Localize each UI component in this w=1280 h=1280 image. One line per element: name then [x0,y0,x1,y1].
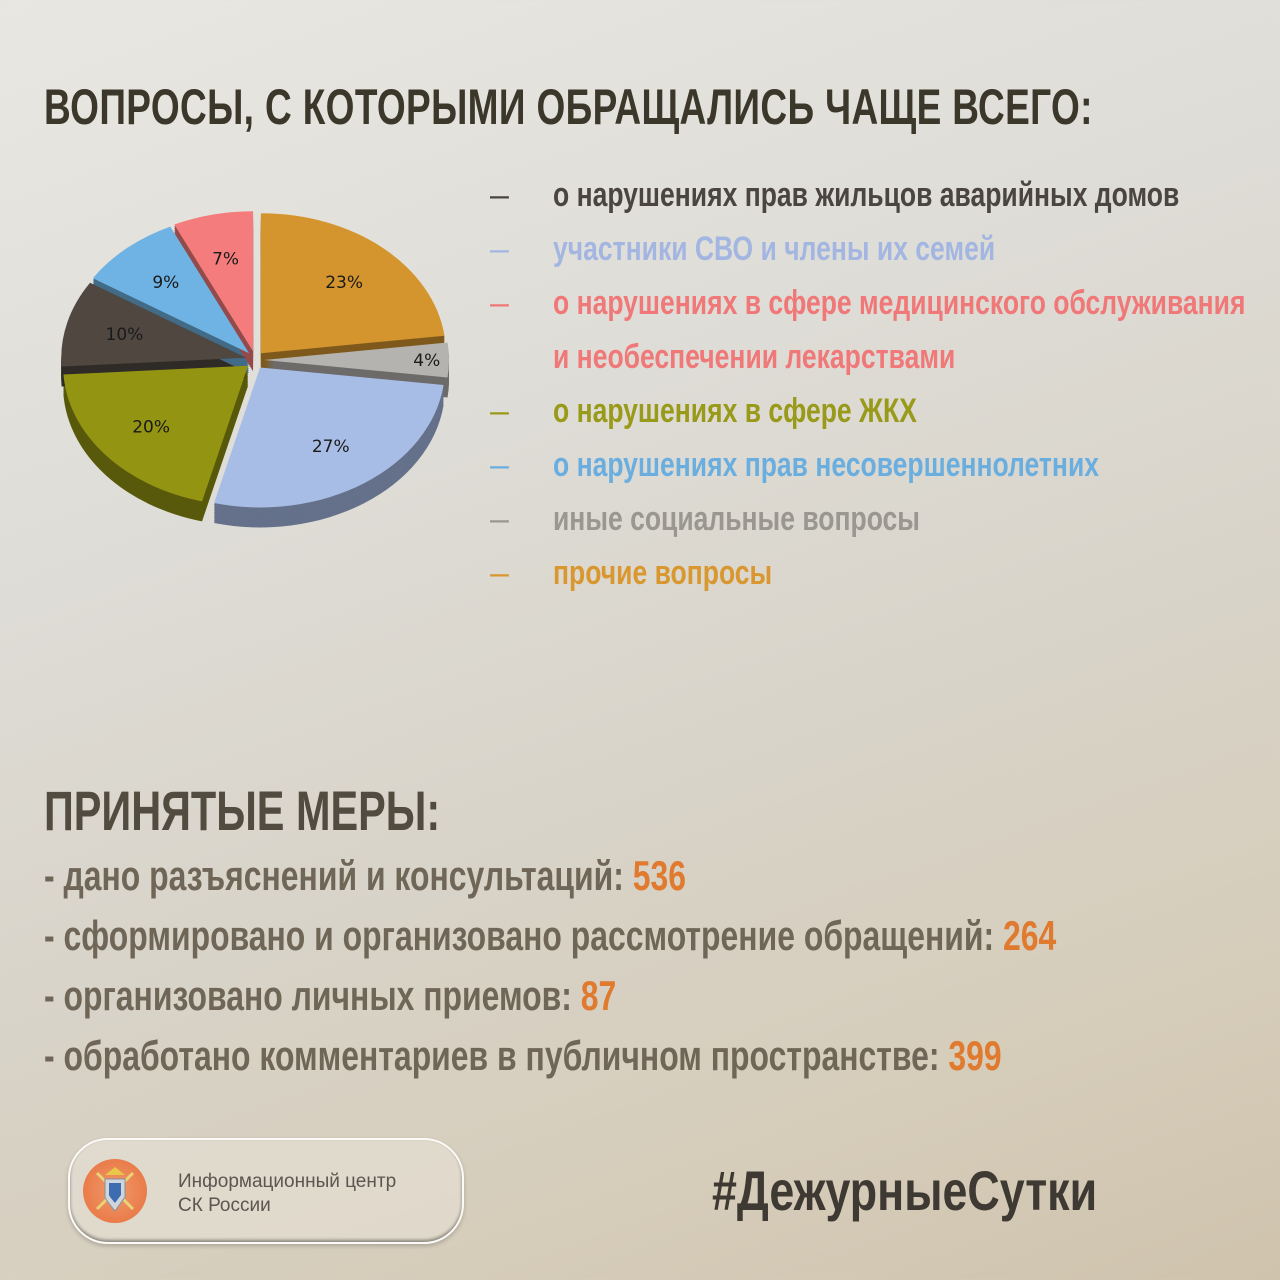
measure-label: - дано разъяснений и консультаций: [44,852,633,899]
legend-text: о нарушениях прав жильцов аварийных домо… [553,176,1180,214]
page-title: ВОПРОСЫ, С КОТОРЫМИ ОБРАЩАЛИСЬ ЧАЩЕ ВСЕГ… [44,79,1093,135]
pie-data-label: 27% [312,437,350,457]
legend-text: о нарушениях в сфере ЖКХ [553,392,917,430]
measures-title: ПРИНЯТЫЕ МЕРЫ: [44,779,441,842]
logo-badge: Информационный центр СК России [68,1138,464,1244]
pie-slice [63,365,249,502]
measure-item: - организовано личных приемов: 87 [44,972,616,1020]
pie-slice [264,342,450,378]
logo-line-2: СК России [178,1195,271,1216]
legend-text: о нарушениях прав несовершеннолетних [553,446,1099,484]
emblem-icon [83,1159,147,1223]
legend-item: – иные социальные вопросы [490,492,1270,546]
legend-text: прочие вопросы [553,554,773,592]
pie-chart: 23% 4% 27% 20% 10% 9% 7% [61,211,450,528]
legend-item: – о нарушениях прав жильцов аварийных дом… [490,168,1270,222]
pie-data-label: 10% [106,325,144,345]
pie-data-label: 23% [325,273,363,293]
hashtag: #ДежурныеСутки [712,1159,1098,1222]
pie-data-label: 9% [152,273,179,293]
legend-dash: – [490,446,509,484]
pie-data-label: 7% [212,249,239,269]
legend-item: – о нарушениях в сфере медицинского обслу… [490,276,1270,384]
measure-value: 536 [632,852,686,899]
measure-value: 87 [580,972,617,1019]
chart-legend: – о нарушениях прав жильцов аварийных дом… [490,168,1270,600]
measure-value: 264 [1003,912,1057,959]
pie-slice [92,226,250,354]
pie-slice [174,211,254,352]
legend-dash: – [490,500,509,538]
legend-item: – участники СВО и члены их семей [490,222,1270,276]
legend-item: – о нарушениях в сфере ЖКХ [490,384,1270,438]
legend-dash: – [490,554,509,592]
legend-text: участники СВО и члены их семей [553,230,996,268]
legend-item: – прочие вопросы [490,546,1270,600]
measure-label: - обработано комментариев в публичном пр… [44,1032,949,1079]
logo-line-1: Информационный центр [178,1171,397,1192]
legend-item: – о нарушениях прав несовершеннолетних [490,438,1270,492]
logo-text: Информационный центр СК России [178,1170,396,1218]
pie-data-label: 20% [132,417,170,437]
pie-slice [61,282,247,367]
legend-dash: – [490,230,509,268]
measure-label: - организовано личных приемов: [44,972,581,1019]
measure-item: - сформировано и организовано рассмотрен… [44,912,1056,960]
measure-item: - обработано комментариев в публичном пр… [44,1032,1002,1080]
measure-value: 399 [948,1032,1002,1079]
pie-data-label: 4% [413,351,440,371]
pie-slice [260,213,445,354]
legend-dash: – [490,284,509,322]
legend-text: о нарушениях в сфере медицинского обслуж… [553,284,1246,376]
legend-dash: – [490,392,509,430]
measure-item: - дано разъяснений и консультаций: 536 [44,852,686,900]
measure-label: - сформировано и организовано рассмотрен… [44,912,1004,959]
legend-dash: – [490,176,509,214]
pie-slice [214,367,444,508]
legend-text: иные социальные вопросы [553,500,920,538]
